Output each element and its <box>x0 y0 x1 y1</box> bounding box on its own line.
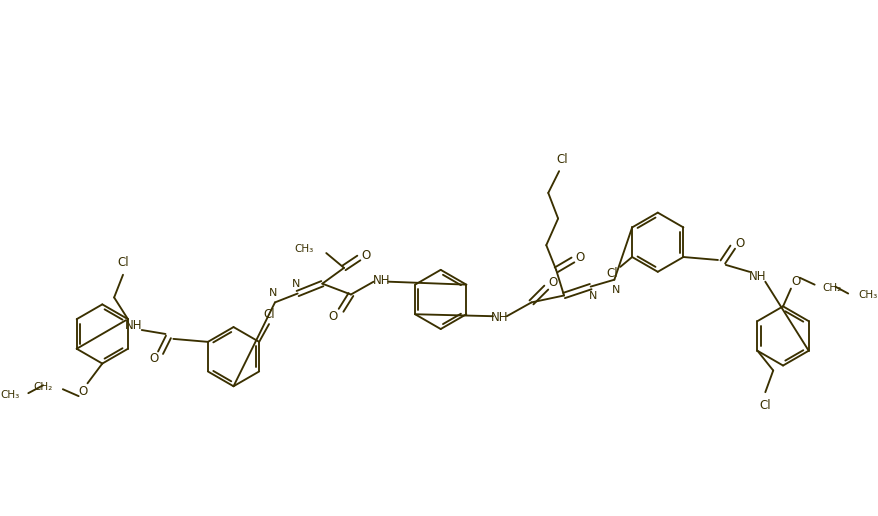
Text: O: O <box>149 352 158 365</box>
Text: Cl: Cl <box>263 308 275 321</box>
Text: CH₃: CH₃ <box>0 390 19 400</box>
Text: NH: NH <box>125 318 142 332</box>
Text: N: N <box>291 279 299 288</box>
Text: Cl: Cl <box>117 256 129 269</box>
Text: CH₃: CH₃ <box>857 291 876 300</box>
Text: CH₃: CH₃ <box>294 244 313 254</box>
Text: O: O <box>734 237 744 250</box>
Text: CH₂: CH₂ <box>33 382 53 392</box>
Text: NH: NH <box>372 274 390 287</box>
Text: Cl: Cl <box>556 153 567 166</box>
Text: O: O <box>328 310 337 322</box>
Text: CH₂: CH₂ <box>822 283 841 293</box>
Text: O: O <box>78 385 87 398</box>
Text: N: N <box>611 284 620 295</box>
Text: NH: NH <box>748 270 766 283</box>
Text: Cl: Cl <box>759 398 770 411</box>
Text: O: O <box>361 249 370 262</box>
Text: Cl: Cl <box>606 267 617 280</box>
Text: O: O <box>790 275 800 288</box>
Text: N: N <box>587 292 596 301</box>
Text: NH: NH <box>491 311 508 324</box>
Text: O: O <box>574 250 584 264</box>
Text: O: O <box>548 276 558 289</box>
Text: N: N <box>269 287 277 298</box>
